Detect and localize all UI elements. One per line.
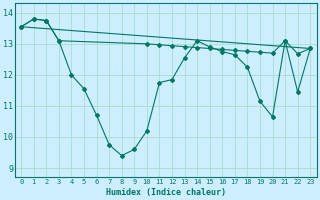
X-axis label: Humidex (Indice chaleur): Humidex (Indice chaleur) [106, 188, 226, 197]
